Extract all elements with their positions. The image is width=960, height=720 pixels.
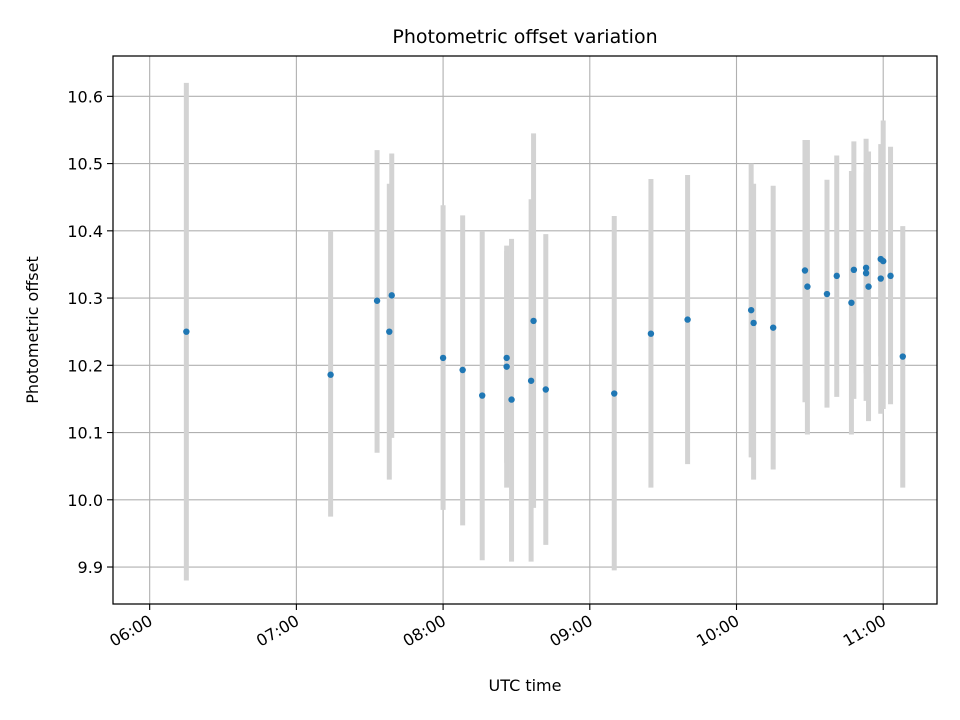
y-tick-label: 10.2 (67, 356, 103, 375)
data-point (327, 371, 334, 378)
data-point (899, 353, 906, 360)
data-point (530, 317, 537, 325)
data-point (542, 386, 549, 393)
y-axis-title: Photometric offset (23, 256, 42, 404)
data-point (804, 283, 811, 290)
chart-title: Photometric offset variation (392, 26, 657, 48)
data-point (183, 328, 190, 335)
data-point (503, 363, 510, 370)
y-tick-label: 10.5 (67, 155, 103, 174)
data-point (769, 324, 777, 331)
data-point (373, 297, 381, 304)
data-point (865, 283, 872, 290)
data-point (508, 396, 515, 403)
plot-area (113, 56, 937, 604)
data-point (801, 267, 809, 274)
data-point (439, 354, 447, 362)
y-tick-label: 9.9 (78, 558, 103, 577)
y-tick-label: 10.4 (67, 222, 103, 241)
data-points (183, 255, 906, 403)
data-point (862, 269, 870, 277)
y-tick-label: 10.0 (67, 491, 103, 510)
y-tick-label: 10.1 (67, 424, 103, 443)
data-point (684, 316, 691, 323)
data-point (750, 319, 757, 327)
data-point (887, 272, 894, 280)
plot-frame (112, 55, 938, 605)
data-point (880, 257, 887, 265)
x-axis-title: UTC time (489, 676, 562, 695)
data-point (611, 390, 618, 397)
data-point (862, 264, 870, 272)
data-point (647, 330, 655, 337)
data-point (833, 272, 840, 280)
data-point (747, 306, 755, 314)
y-tick-label: 10.3 (67, 289, 103, 308)
data-point (479, 392, 486, 399)
data-point (388, 292, 395, 299)
y-tick-label: 10.6 (67, 87, 103, 106)
data-point (823, 290, 831, 298)
data-point (386, 328, 393, 335)
data-point (848, 299, 855, 306)
data-point (877, 275, 884, 282)
data-point (527, 377, 535, 384)
data-point (459, 366, 466, 374)
y-axis: 9.9 10.0 10.1 10.2 10.3 10.4 10.5 10.6 (67, 87, 113, 577)
data-point (503, 354, 510, 362)
data-point (850, 266, 858, 274)
